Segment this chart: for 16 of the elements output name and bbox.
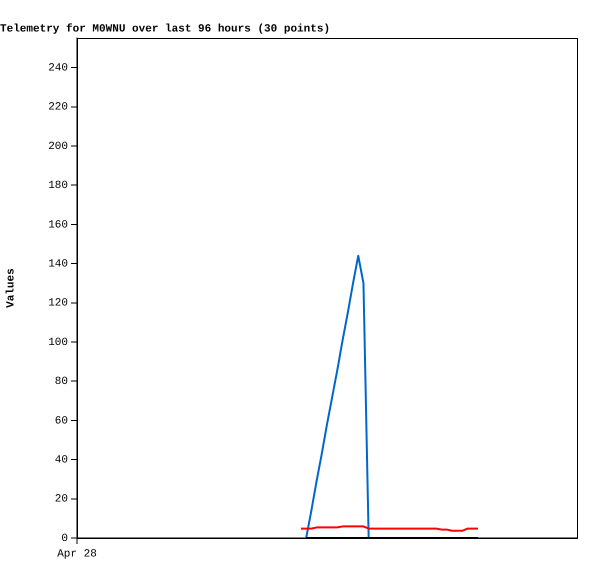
y-tick-label: 160 xyxy=(48,219,68,232)
y-tick-label: 0 xyxy=(61,532,68,545)
y-tick-label: 40 xyxy=(54,454,68,467)
y-tick-label: 240 xyxy=(48,62,68,75)
y-tick-label: 200 xyxy=(48,140,68,153)
y-axis-title: Values xyxy=(5,268,18,308)
y-tick-label: 100 xyxy=(48,336,68,349)
y-tick-label: 220 xyxy=(48,102,68,114)
y-tick-label: 120 xyxy=(48,298,68,310)
y-tick-label: 60 xyxy=(54,415,68,428)
y-tick-label: 20 xyxy=(54,494,68,506)
y-tick-label: 180 xyxy=(48,180,68,192)
y-tick-label: 80 xyxy=(54,376,68,388)
y-tick-label: 140 xyxy=(48,258,68,271)
x-tick-label: Apr 28 xyxy=(57,548,97,561)
chart-title: Telemetry for M0WNU over last 96 hours (30 points) xyxy=(0,22,330,36)
